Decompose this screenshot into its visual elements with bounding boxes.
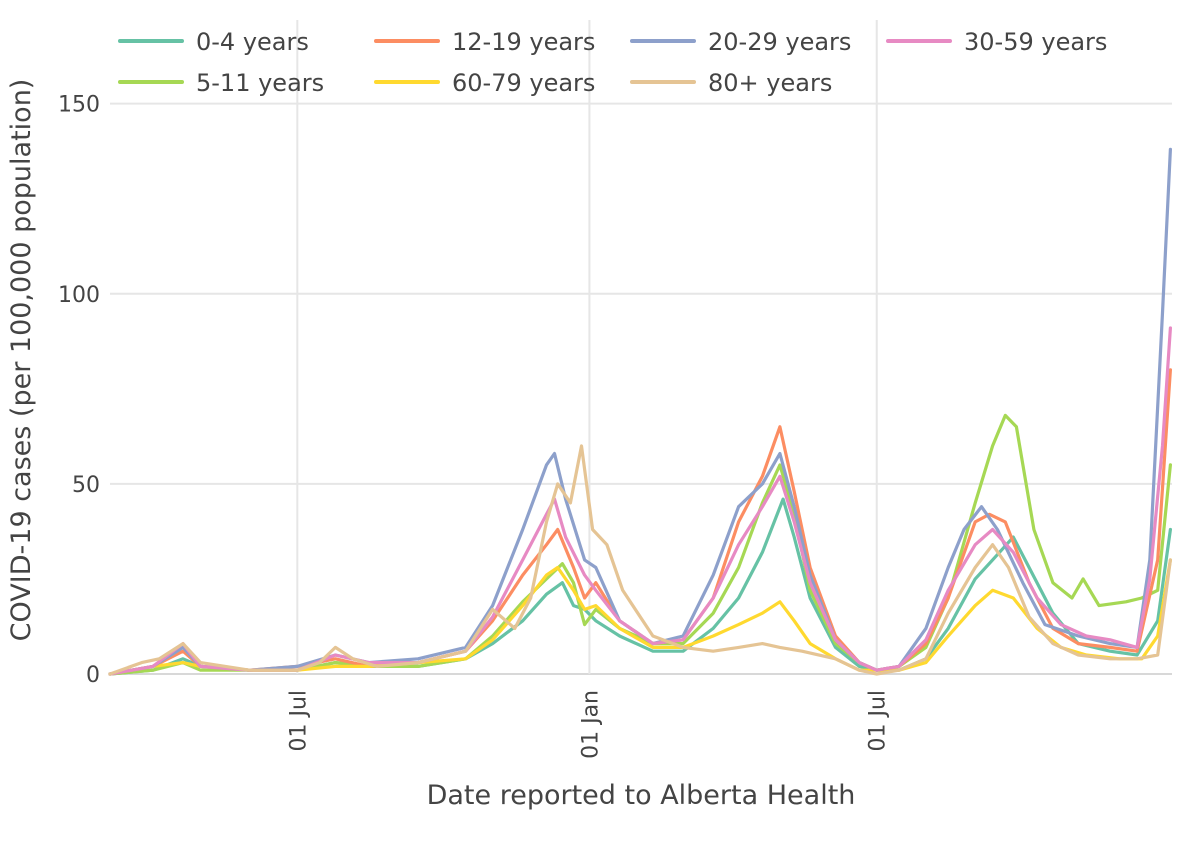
legend[interactable]: 0-4 years 12-19 years 20-29 years 30-59 yea… [118, 28, 1107, 97]
y-axis-title: COVID-19 cases (per 100,000 population) [6, 79, 37, 642]
legend-item-0-4-years[interactable]: 0-4 years [118, 28, 309, 56]
x-axis-title: Date reported to Alberta Health [427, 780, 856, 811]
y-tick-label: 50 [72, 473, 100, 498]
legend-label: 5-11 years [196, 69, 324, 97]
legend-item-80-years[interactable]: 80+ years [630, 69, 832, 97]
x-tick-label: 01 Jul [866, 690, 891, 752]
series-line-80-years [108, 444, 1172, 676]
legend-label: 12-19 years [452, 28, 595, 56]
y-tick-label: 150 [58, 93, 100, 118]
legend-label: 80+ years [708, 69, 832, 97]
series-lines [108, 147, 1172, 676]
series-line-20-29-years [108, 147, 1172, 676]
series-line-60-79-years [108, 558, 1172, 676]
legend-label: 30-59 years [964, 28, 1107, 56]
y-axis: 0 50 100 150 [58, 93, 100, 688]
legend-item-30-59-years[interactable]: 30-59 years [886, 28, 1107, 56]
series-line-12-19-years [108, 368, 1172, 676]
legend-label: 20-29 years [708, 28, 851, 56]
x-axis: 01 Jul 01 Jan 01 Jul [286, 690, 890, 759]
legend-label: 0-4 years [196, 28, 309, 56]
legend-item-5-11-years[interactable]: 5-11 years [118, 69, 324, 97]
x-tick-label: 01 Jul [286, 690, 311, 752]
y-tick-label: 100 [58, 283, 100, 308]
legend-item-60-79-years[interactable]: 60-79 years [374, 69, 595, 97]
legend-label: 60-79 years [452, 69, 595, 97]
series-line-30-59-years [108, 326, 1172, 676]
y-tick-label: 0 [86, 663, 100, 688]
x-tick-label: 01 Jan [578, 690, 603, 759]
legend-item-12-19-years[interactable]: 12-19 years [374, 28, 595, 56]
gridlines [110, 20, 1172, 675]
legend-item-20-29-years[interactable]: 20-29 years [630, 28, 851, 56]
series-line-0-4-years [108, 497, 1172, 676]
